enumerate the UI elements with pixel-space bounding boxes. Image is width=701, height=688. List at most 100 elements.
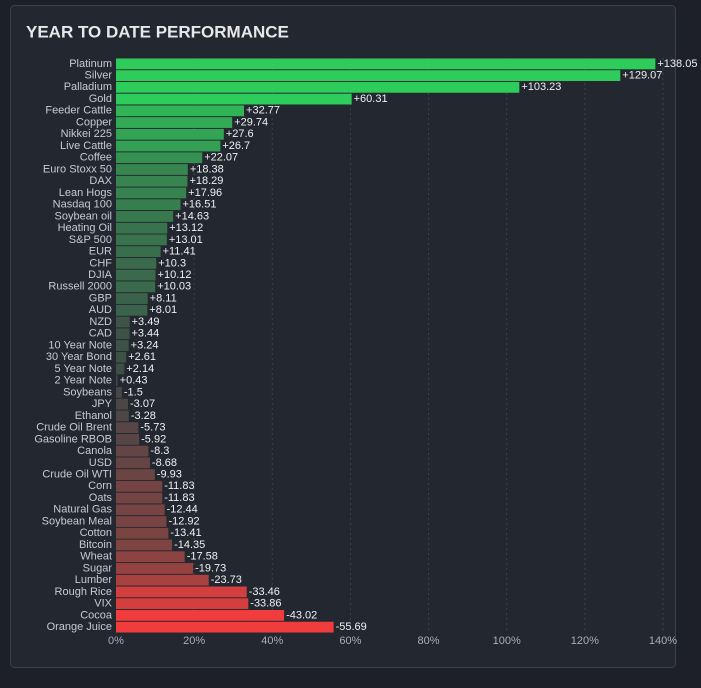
category-label: Natural Gas	[53, 504, 112, 516]
bar	[116, 140, 221, 152]
category-label: DJIA	[88, 269, 113, 281]
bar	[116, 117, 233, 128]
bar	[116, 340, 129, 351]
bar	[116, 81, 520, 93]
value-label: -33.86	[250, 598, 281, 610]
category-label: 2 Year Note	[55, 375, 113, 387]
category-label: Bitcoin	[79, 539, 112, 551]
value-label: +32.77	[246, 105, 280, 117]
bar	[116, 211, 174, 222]
category-label: USD	[89, 457, 112, 469]
value-label: -3.28	[131, 410, 156, 422]
value-label: -33.46	[249, 586, 280, 598]
category-label: Crude Oil Brent	[36, 422, 112, 434]
bar	[116, 234, 167, 246]
category-label: DAX	[89, 175, 112, 187]
category-label: Lumber	[75, 574, 113, 586]
chart-title: YEAR TO DATE PERFORMANCE	[26, 22, 289, 41]
category-label: Corn	[88, 480, 112, 492]
bar	[116, 504, 165, 516]
category-label: GBP	[89, 292, 112, 304]
category-label: Rough Rice	[55, 586, 112, 598]
bar	[116, 304, 148, 316]
value-label: +60.31	[354, 93, 388, 105]
value-label: +10.03	[157, 281, 191, 293]
value-label: +17.96	[188, 187, 222, 199]
value-label: -3.07	[130, 398, 155, 410]
category-label: Copper	[76, 116, 112, 128]
value-label: +18.38	[190, 163, 224, 175]
bar	[116, 527, 169, 539]
x-tick-label: 80%	[418, 635, 440, 647]
bar	[116, 269, 156, 281]
category-label: VIX	[94, 598, 112, 610]
category-label: Silver	[84, 70, 112, 82]
x-tick-label: 140%	[649, 635, 677, 647]
category-label: Palladium	[64, 81, 112, 93]
value-label: +138.05	[657, 58, 697, 70]
value-label: -13.41	[170, 527, 201, 539]
bar	[116, 445, 149, 457]
bar	[116, 387, 122, 398]
value-label: -12.92	[168, 515, 199, 527]
value-label: -8.3	[150, 445, 169, 457]
value-label: +10.12	[158, 269, 192, 281]
category-label: JPY	[92, 398, 113, 410]
bar	[116, 128, 224, 140]
value-label: +3.24	[131, 339, 159, 351]
category-label: Orange Juice	[47, 621, 112, 633]
category-label: NZD	[89, 316, 112, 328]
bar	[116, 480, 163, 492]
bar	[116, 293, 148, 304]
category-label: Cocoa	[80, 609, 113, 621]
bar	[116, 574, 209, 586]
bar	[116, 410, 129, 422]
bar	[116, 257, 157, 269]
value-label: -5.92	[141, 433, 166, 445]
value-label: +26.7	[222, 140, 250, 152]
bar	[116, 422, 139, 434]
category-label: S&P 500	[69, 234, 112, 246]
value-label: +13.12	[169, 222, 203, 234]
bar	[116, 164, 188, 175]
value-label: +0.43	[120, 375, 148, 387]
bar	[116, 363, 125, 375]
category-label: Gold	[89, 93, 112, 105]
bar	[116, 621, 334, 633]
category-label: Feeder Cattle	[45, 105, 112, 117]
category-label: Gasoline RBOB	[34, 433, 112, 445]
category-label: 5 Year Note	[55, 363, 113, 375]
bar	[116, 586, 247, 598]
bar	[116, 598, 249, 610]
bar	[116, 222, 168, 234]
bar	[116, 563, 194, 574]
category-label: CAD	[89, 328, 112, 340]
category-label: Cotton	[80, 527, 112, 539]
value-label: -8.68	[152, 457, 177, 469]
x-tick-label: 40%	[261, 635, 283, 647]
value-label: +29.74	[234, 116, 268, 128]
bar	[116, 93, 352, 105]
value-label: +2.14	[126, 363, 154, 375]
x-tick-label: 100%	[493, 635, 521, 647]
value-label: -9.93	[157, 468, 182, 480]
category-label: Euro Stoxx 50	[43, 163, 112, 175]
category-label: Soybean oil	[55, 210, 113, 222]
bar	[116, 58, 656, 70]
value-label: +13.01	[169, 234, 203, 246]
value-label: +8.01	[149, 304, 177, 316]
category-label: Coffee	[80, 152, 112, 164]
value-label: +18.29	[189, 175, 223, 187]
category-label: Soybeans	[63, 386, 112, 398]
bar	[116, 328, 130, 340]
bar	[116, 281, 156, 293]
category-label: Ethanol	[75, 410, 112, 422]
category-label: Platinum	[69, 58, 112, 70]
bar	[116, 433, 140, 445]
category-label: Oats	[89, 492, 113, 504]
value-label: +2.61	[128, 351, 156, 363]
bar	[116, 105, 245, 117]
bar	[116, 351, 127, 363]
value-label: +11.41	[163, 246, 196, 258]
